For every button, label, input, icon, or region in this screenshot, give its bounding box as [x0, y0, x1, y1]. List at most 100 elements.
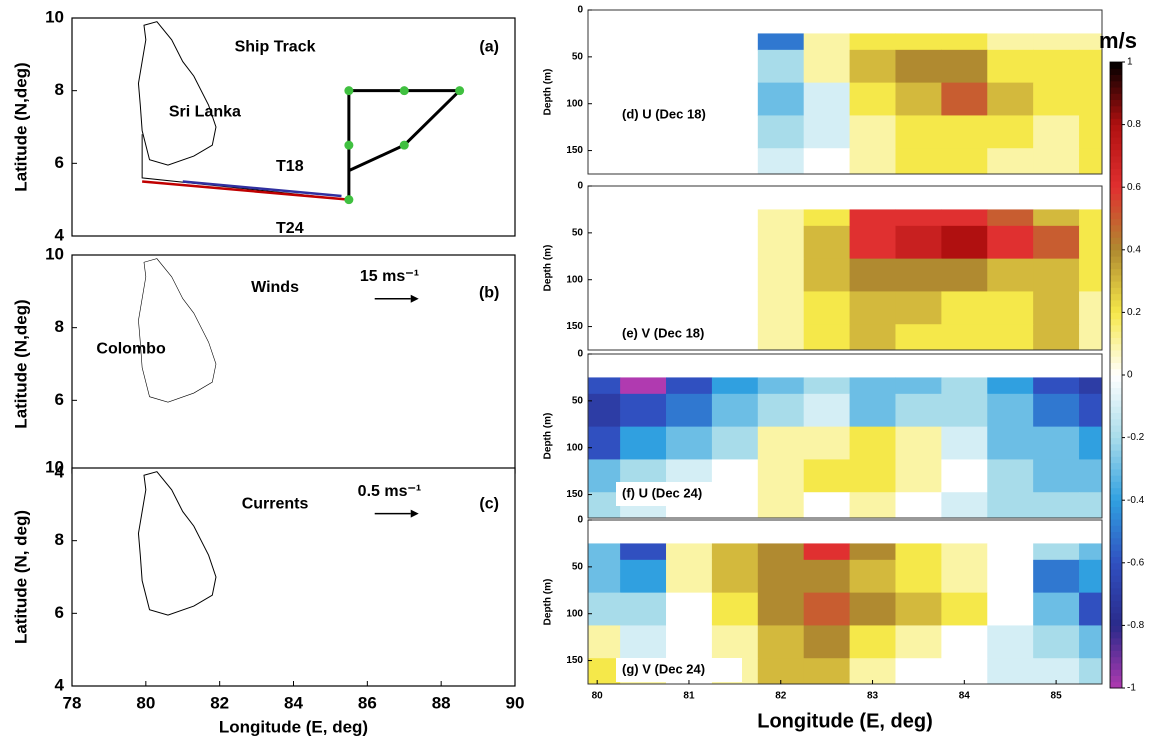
colorbar-step [1110, 118, 1122, 126]
heat-cell [895, 49, 942, 84]
colorbar-step [1110, 168, 1122, 176]
heat-cell [666, 559, 713, 594]
heat-cell [941, 115, 988, 149]
x-tick-label: 80 [136, 693, 155, 712]
panel-frame [71, 467, 516, 687]
colorbar-step [1110, 130, 1122, 138]
y-axis-label: Latitude (N, deg) [11, 510, 30, 644]
colorbar-tick-label: 0.2 [1127, 307, 1141, 318]
heat-cell [757, 148, 805, 175]
heat-cell [895, 559, 942, 594]
colorbar-step [1110, 500, 1122, 507]
colorbar-step [1110, 262, 1122, 270]
colorbar-step [1110, 393, 1122, 401]
y-tick-label: 0 [577, 5, 583, 16]
heat-cell [987, 592, 1034, 626]
colorbar-step [1110, 562, 1122, 570]
heat-cell [987, 324, 1034, 351]
y-tick-label: 8 [55, 80, 64, 99]
x-tick-label: 82 [775, 691, 787, 702]
panel-frame [587, 353, 1103, 519]
colorbar-tick-label: 0 [1127, 370, 1133, 381]
heat-cell [803, 658, 851, 685]
colorbar-step [1110, 199, 1122, 207]
colorbar-step [1110, 293, 1122, 301]
panel-title: (e) V (Dec 18) [622, 325, 704, 340]
colorbar-step [1110, 80, 1122, 88]
heat-cell [620, 393, 667, 428]
y-tick-label: 0 [577, 181, 583, 192]
colorbar-step [1110, 612, 1122, 620]
y-tick-label: 8 [55, 530, 64, 549]
colorbar-step [1110, 274, 1122, 282]
colorbar-step [1110, 675, 1122, 683]
heat-cell [987, 543, 1034, 561]
y-tick-label: 50 [572, 561, 584, 572]
heat-cell [803, 592, 851, 626]
heat-cell [620, 543, 667, 561]
colorbar-step [1110, 105, 1122, 113]
heat-cell [941, 225, 988, 260]
heat-cell [849, 258, 896, 292]
heat-cell [620, 426, 667, 460]
y-tick-label: 8 [55, 317, 64, 336]
heat-cell [620, 625, 667, 659]
heat-cell [987, 393, 1034, 428]
heat-cell [1079, 426, 1103, 460]
colorbar-step [1110, 155, 1122, 163]
panel-title: (g) V (Dec 24) [622, 661, 705, 676]
heat-cell [757, 625, 805, 659]
heat-cell [987, 459, 1034, 493]
colorbar-step [1110, 487, 1122, 495]
colorbar-step [1110, 149, 1122, 157]
heat-cell [803, 148, 851, 175]
colorbar-step [1110, 418, 1122, 426]
heat-cell [1079, 559, 1103, 594]
heat-cell [849, 225, 896, 260]
y-tick-label: 50 [572, 51, 584, 62]
scale-arrow-head [410, 509, 419, 518]
heat-cell [666, 426, 713, 460]
station [344, 140, 354, 150]
heat-cell [1033, 258, 1080, 292]
colorbar-step [1110, 212, 1122, 219]
heat-cell [987, 33, 1034, 51]
y-tick-label: 4 [55, 675, 65, 694]
heat-cell [757, 115, 805, 149]
heat-cell [941, 543, 988, 561]
heat-cell [987, 625, 1034, 659]
heat-cell [1033, 625, 1080, 659]
heat-cell [895, 291, 942, 325]
colorbar-step [1110, 462, 1122, 470]
y-tick-label: 4 [55, 225, 65, 244]
heat-cell [757, 49, 805, 84]
heat-cell [1033, 492, 1080, 519]
heat-cell [941, 82, 988, 116]
heat-cell [941, 377, 988, 395]
x-tick-label: 85 [1051, 691, 1063, 702]
colorbar-step [1110, 468, 1122, 476]
heat-cell [1079, 543, 1103, 561]
heat-cell [711, 559, 759, 594]
y-tick-label: 10 [45, 244, 64, 263]
heat-cell [849, 393, 896, 428]
x-tick-label: 88 [432, 693, 451, 712]
heat-cell [588, 658, 621, 685]
heat-cell [987, 426, 1034, 460]
heat-cell [941, 592, 988, 626]
heat-cell [803, 209, 851, 227]
heat-cell [803, 33, 851, 51]
station [455, 86, 465, 96]
colorbar-step [1110, 606, 1122, 614]
annotation: Winds [251, 279, 299, 296]
x-axis-label: Longitude (E, deg) [757, 710, 933, 732]
heat-cell [803, 291, 851, 325]
heat-cell [803, 115, 851, 149]
y-tick-label: 6 [55, 390, 64, 409]
x-axis-label: Longitude (E, deg) [219, 717, 368, 736]
heat-cell [987, 377, 1034, 395]
heat-cell [757, 33, 805, 51]
colorbar-step [1110, 550, 1122, 558]
heat-cell [1033, 33, 1080, 51]
heat-cell [803, 82, 851, 116]
